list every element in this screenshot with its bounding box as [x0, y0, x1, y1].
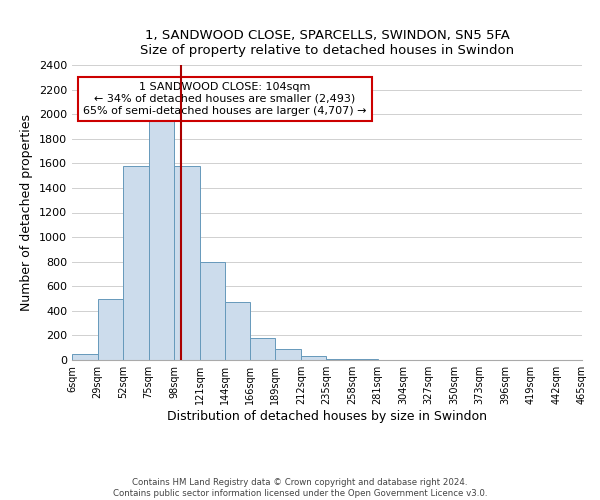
Bar: [174, 166, 200, 360]
Bar: [72, 354, 98, 360]
Text: Contains HM Land Registry data © Crown copyright and database right 2024.
Contai: Contains HM Land Registry data © Crown c…: [113, 478, 487, 498]
Bar: [275, 349, 301, 360]
Bar: [149, 120, 174, 360]
Text: 1 SANDWOOD CLOSE: 104sqm
← 34% of detached houses are smaller (2,493)
65% of sem: 1 SANDWOOD CLOSE: 104sqm ← 34% of detach…: [83, 82, 367, 116]
Bar: [123, 166, 149, 360]
Y-axis label: Number of detached properties: Number of detached properties: [20, 114, 34, 311]
Bar: [226, 302, 250, 360]
Bar: [326, 359, 352, 360]
Title: 1, SANDWOOD CLOSE, SPARCELLS, SWINDON, SN5 5FA
Size of property relative to deta: 1, SANDWOOD CLOSE, SPARCELLS, SWINDON, S…: [140, 29, 514, 57]
Bar: [250, 338, 275, 360]
Bar: [301, 356, 326, 360]
X-axis label: Distribution of detached houses by size in Swindon: Distribution of detached houses by size …: [167, 410, 487, 423]
Bar: [200, 262, 226, 360]
Bar: [98, 298, 123, 360]
